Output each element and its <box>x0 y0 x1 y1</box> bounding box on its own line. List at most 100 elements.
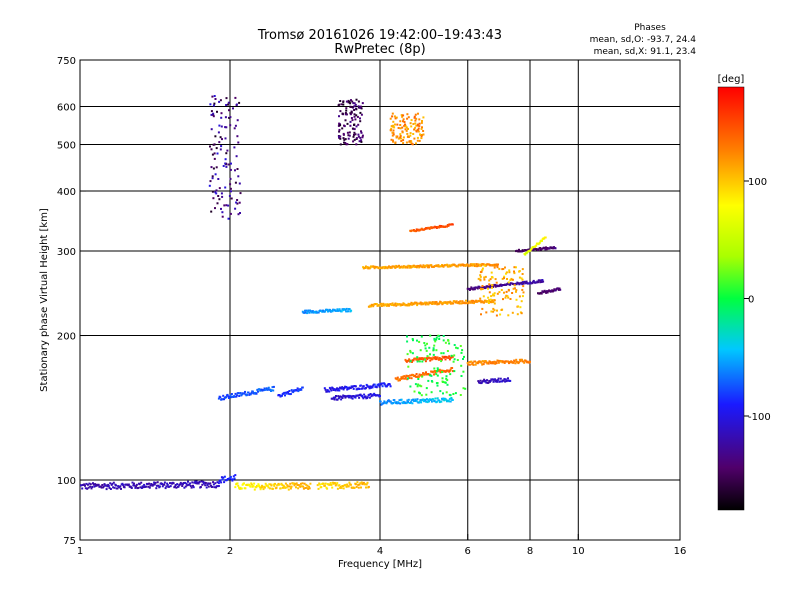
data-point <box>183 486 186 489</box>
data-point <box>444 341 447 344</box>
data-point <box>268 483 271 486</box>
data-point <box>361 387 364 390</box>
data-point <box>396 376 399 379</box>
data-point <box>505 294 508 297</box>
data-point <box>408 266 411 269</box>
data-point <box>329 388 332 390</box>
data-point <box>461 263 464 266</box>
data-point <box>181 483 184 486</box>
data-point <box>164 487 167 490</box>
data-point <box>513 360 516 363</box>
data-point <box>537 281 540 284</box>
data-point <box>223 204 226 207</box>
data-point <box>120 487 122 490</box>
data-point <box>352 135 355 138</box>
data-point <box>200 480 203 483</box>
data-point <box>197 482 200 485</box>
data-point <box>521 268 524 271</box>
data-point <box>207 485 210 488</box>
data-point <box>362 481 365 484</box>
data-point <box>137 486 140 489</box>
y-tick-label: 400 <box>57 187 76 198</box>
data-point <box>484 275 487 278</box>
data-point <box>418 139 421 142</box>
data-point <box>226 393 229 396</box>
data-point <box>284 394 286 397</box>
data-point <box>424 344 427 347</box>
data-point <box>222 476 225 479</box>
data-point <box>358 396 361 399</box>
data-point <box>393 399 396 402</box>
data-point <box>402 136 405 139</box>
data-point <box>409 265 412 268</box>
data-point <box>399 378 402 380</box>
data-point <box>149 484 152 487</box>
data-point <box>389 400 392 403</box>
data-point <box>331 486 334 489</box>
data-point <box>493 302 496 305</box>
data-point <box>187 480 189 483</box>
data-point <box>421 374 424 377</box>
data-point <box>492 307 495 310</box>
data-point <box>227 217 230 220</box>
chart-title: Tromsø 20161026 19:42:00–19:43:43 <box>257 28 502 43</box>
data-point <box>420 135 423 138</box>
data-point <box>258 388 261 391</box>
data-point <box>292 391 295 394</box>
data-point <box>477 380 480 383</box>
data-point <box>212 197 215 200</box>
data-point <box>227 101 230 104</box>
data-point <box>394 266 397 269</box>
data-point <box>442 397 445 400</box>
data-point <box>330 483 333 486</box>
data-point <box>530 247 533 250</box>
data-point <box>234 207 237 210</box>
data-point <box>524 253 527 256</box>
data-point <box>131 481 134 484</box>
data-point <box>436 384 439 387</box>
data-point <box>434 302 437 305</box>
data-point <box>452 393 455 395</box>
data-point <box>471 301 474 304</box>
colorbar-tick-label: 0 <box>748 295 754 306</box>
data-point <box>370 386 373 389</box>
data-point <box>340 103 343 106</box>
data-point <box>353 102 356 105</box>
data-point <box>304 309 306 312</box>
data-point <box>503 291 505 294</box>
data-point <box>230 190 232 193</box>
data-point <box>416 357 419 360</box>
data-point <box>395 135 398 138</box>
data-point <box>456 347 459 350</box>
data-point <box>401 126 404 129</box>
data-point <box>446 263 449 266</box>
data-point <box>335 309 338 312</box>
data-point <box>487 300 490 302</box>
data-point <box>378 383 380 386</box>
data-point <box>529 360 531 363</box>
data-point <box>361 396 364 399</box>
data-point <box>517 250 520 253</box>
data-point <box>416 136 419 139</box>
data-point <box>228 116 231 119</box>
data-point <box>435 301 438 303</box>
data-point <box>475 299 478 302</box>
data-point <box>400 140 403 142</box>
data-point <box>334 389 337 392</box>
data-point <box>209 145 211 148</box>
data-point <box>214 173 217 176</box>
data-point <box>378 304 381 307</box>
data-point <box>442 339 445 342</box>
x-tick-label: 16 <box>674 546 687 557</box>
data-point <box>522 285 525 288</box>
data-point <box>212 112 215 115</box>
data-point <box>540 279 542 282</box>
data-point <box>269 487 271 490</box>
data-point <box>339 143 342 146</box>
data-point <box>454 392 457 395</box>
data-point <box>342 103 345 106</box>
data-point <box>238 486 240 489</box>
data-point <box>241 393 244 396</box>
data-point <box>438 335 441 338</box>
data-point <box>84 487 87 490</box>
